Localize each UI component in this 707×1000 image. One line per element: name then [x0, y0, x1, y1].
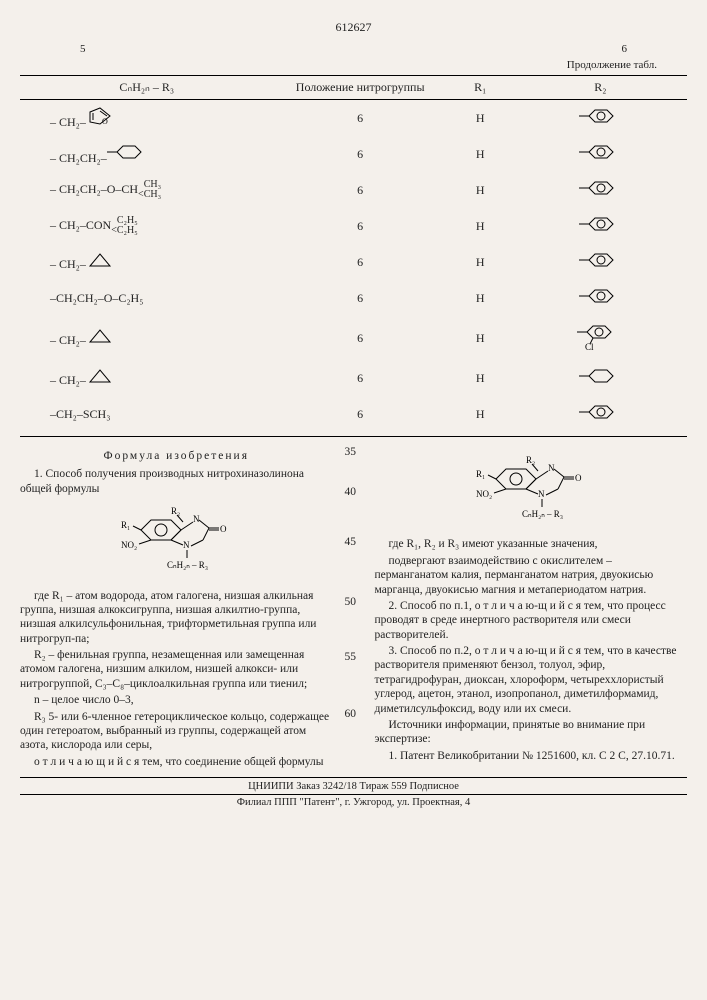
svg-text:O: O: [220, 524, 227, 534]
cell-struct: – CH₂–: [20, 316, 273, 360]
cell-struct: – CH₂CH₂–O–CH<CH₃CH₃: [20, 172, 273, 208]
svg-text:N: N: [548, 463, 555, 473]
cell-r2: [514, 360, 687, 396]
svg-text:N: N: [538, 489, 545, 499]
cell-r1: H: [447, 396, 514, 437]
svg-text:R₂: R₂: [171, 506, 180, 516]
ln-40: 40: [345, 485, 357, 499]
svg-text:Cl: Cl: [585, 342, 594, 350]
where-clause: где R₁, R₂ и R₃ имеют указанные значения…: [375, 537, 688, 551]
line-number-gutter: 35 40 45 50 55 60: [345, 445, 363, 771]
ln-35: 35: [345, 445, 357, 459]
table-row: – CH₂–6H: [20, 244, 687, 280]
footer-line2: Филиал ППП "Патент", г. Ужгород, ул. Про…: [20, 794, 687, 808]
svg-text:NO₂: NO₂: [121, 540, 137, 550]
cell-r2: [514, 396, 687, 437]
col-left-num: 5: [80, 43, 86, 55]
cell-r1: H: [447, 316, 514, 360]
table-row: –CH₂–SCH₃6H: [20, 396, 687, 437]
th-pos: Положение нитрогруппы: [273, 76, 446, 100]
cell-pos: 6: [273, 172, 446, 208]
cell-struct: –CH₂CH₂–O–C₂H₅: [20, 280, 273, 316]
cell-r1: H: [447, 172, 514, 208]
cell-pos: 6: [273, 136, 446, 172]
claim-2: 2. Способ по п.1, о т л и ч а ю-щ и й с …: [375, 599, 688, 642]
cell-struct: – CH₂–O: [20, 100, 273, 137]
formula-title: Формула изобретения: [20, 449, 333, 463]
svg-text:CₙH₂ₙ – R₃: CₙH₂ₙ – R₃: [522, 509, 563, 519]
cell-struct: – CH₂–: [20, 244, 273, 280]
cell-r2: [514, 136, 687, 172]
ln-55: 55: [345, 650, 357, 664]
oxidizer: подвергают взаимодействию с окислителем …: [375, 554, 688, 597]
source-1: 1. Патент Великобритании № 1251600, кл. …: [375, 749, 688, 763]
r2-def: R₂ – фенильная группа, незамещенная или …: [20, 648, 333, 691]
footer-line1: ЦНИИПИ Заказ 3242/18 Тираж 559 Подписное: [20, 781, 687, 792]
cell-struct: –CH₂–SCH₃: [20, 396, 273, 437]
svg-text:R₁: R₁: [121, 520, 130, 530]
r3-def: R₃ 5- или 6-членное гетероциклическое ко…: [20, 710, 333, 753]
table-continuation: Продолжение табл.: [20, 59, 687, 71]
claim-1-intro: 1. Способ получения производных нитрохин…: [20, 467, 333, 496]
distinguishing: о т л и ч а ю щ и й с я тем, что соедине…: [20, 755, 333, 769]
n-def: n – целое число 0–3,: [20, 693, 333, 707]
svg-text:O: O: [102, 117, 108, 126]
cell-r2: [514, 172, 687, 208]
th-r1: R₁: [447, 76, 514, 100]
ln-50: 50: [345, 595, 357, 609]
cell-struct: – CH₂–CON<C₂H₅C₂H₅: [20, 208, 273, 244]
cell-struct: – CH₂–: [20, 360, 273, 396]
ln-60: 60: [345, 707, 357, 721]
cell-pos: 6: [273, 280, 446, 316]
right-column: N N O R₁ NO₂ R₂ CₙH₂ₙ – R₃ где R₁, R₂ и R₃ име…: [375, 445, 688, 771]
cell-r1: H: [447, 360, 514, 396]
cell-r2: Cl: [514, 316, 687, 360]
body-columns: Формула изобретения 1. Способ получения …: [20, 445, 687, 771]
footer: ЦНИИПИ Заказ 3242/18 Тираж 559 Подписное…: [20, 777, 687, 808]
svg-text:R₂: R₂: [526, 455, 535, 465]
cell-pos: 6: [273, 100, 446, 137]
cell-pos: 6: [273, 208, 446, 244]
svg-text:N: N: [193, 514, 200, 524]
svg-text:R₁: R₁: [476, 469, 485, 479]
ln-45: 45: [345, 535, 357, 549]
r1-def: где R₁ – атом водорода, атом галогена, н…: [20, 589, 333, 647]
structure-1: N N O R₁ NO₂ R₂ CₙH₂ₙ – R₃: [20, 500, 333, 584]
structure-2: N N O R₁ NO₂ R₂ CₙH₂ₙ – R₃: [375, 449, 688, 533]
th-struct: CₙH₂ₙ – R₃: [20, 76, 273, 100]
cell-r1: H: [447, 208, 514, 244]
cell-r1: H: [447, 136, 514, 172]
doc-number: 612627: [20, 20, 687, 35]
table-row: – CH₂–6H Cl: [20, 316, 687, 360]
cell-pos: 6: [273, 360, 446, 396]
table-row: – CH₂–CON<C₂H₅C₂H₅6H: [20, 208, 687, 244]
table-row: –CH₂CH₂–O–C₂H₅6H: [20, 280, 687, 316]
svg-text:NO₂: NO₂: [476, 489, 492, 499]
cell-r1: H: [447, 244, 514, 280]
svg-text:CₙH₂ₙ – R₃: CₙH₂ₙ – R₃: [167, 560, 208, 570]
table-row: – CH₂–O6H: [20, 100, 687, 137]
sources-title: Источники информации, принятые во вниман…: [375, 718, 688, 747]
th-r2: R₂: [514, 76, 687, 100]
cell-r2: [514, 100, 687, 137]
left-column: Формула изобретения 1. Способ получения …: [20, 445, 333, 771]
cell-r1: H: [447, 280, 514, 316]
svg-text:N: N: [183, 540, 190, 550]
svg-text:O: O: [575, 473, 582, 483]
cell-struct: – CH₂CH₂–: [20, 136, 273, 172]
cell-pos: 6: [273, 244, 446, 280]
cell-r1: H: [447, 100, 514, 137]
table-row: – CH₂–6H: [20, 360, 687, 396]
cell-pos: 6: [273, 396, 446, 437]
cell-r2: [514, 280, 687, 316]
table-row: – CH₂CH₂–6H: [20, 136, 687, 172]
column-numbers: 5 6: [20, 43, 687, 55]
cell-r2: [514, 208, 687, 244]
table-row: – CH₂CH₂–O–CH<CH₃CH₃6H: [20, 172, 687, 208]
cell-pos: 6: [273, 316, 446, 360]
compound-table: CₙH₂ₙ – R₃ Положение нитрогруппы R₁ R₂ –…: [20, 75, 687, 437]
cell-r2: [514, 244, 687, 280]
claim-3: 3. Способ по п.2, о т л и ч а ю-щ и й с …: [375, 644, 688, 716]
col-right-num: 6: [622, 43, 628, 55]
